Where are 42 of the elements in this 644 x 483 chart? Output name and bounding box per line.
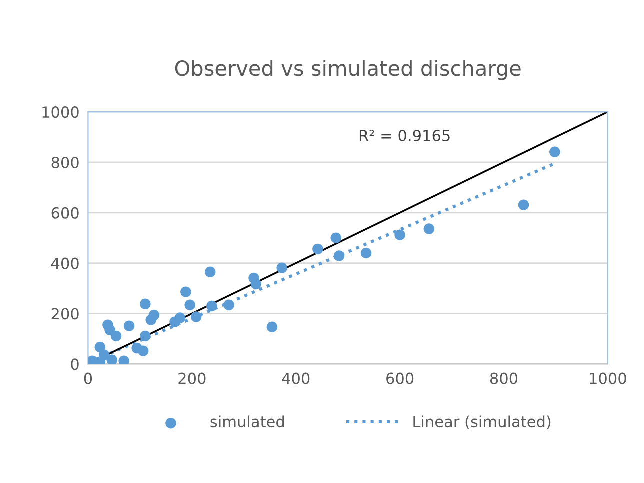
y-tick-label: 800 (52, 156, 79, 169)
y-tick-label: 1000 (42, 106, 79, 118)
point (140, 330, 151, 342)
x-tick-label: 0 (84, 372, 92, 384)
point (102, 320, 114, 330)
point (276, 262, 288, 274)
point (518, 200, 530, 210)
point (184, 300, 196, 311)
point (424, 224, 435, 234)
legend-label: Linear (simulated) (414, 416, 551, 430)
point (360, 248, 372, 259)
point (124, 320, 135, 332)
point (206, 300, 218, 312)
point (248, 272, 260, 284)
point (146, 314, 156, 326)
point (334, 250, 345, 262)
point (140, 298, 151, 310)
y-tick-label: 200 (52, 308, 79, 320)
x-tick-label: 400 (282, 372, 310, 384)
point (266, 322, 278, 332)
y-tick-label: 0 (71, 358, 79, 370)
point (190, 312, 202, 322)
point (394, 230, 406, 240)
y-tick-label: 400 (51, 258, 79, 270)
y-tick-label: 600 (52, 207, 79, 219)
annotation: R² = 0.9165 (360, 130, 450, 142)
point (180, 286, 192, 298)
point (204, 266, 216, 278)
point (550, 146, 560, 158)
point (330, 232, 342, 244)
point (224, 300, 234, 311)
point (132, 342, 142, 354)
point (312, 244, 324, 255)
chart-title: Observed vs simulated discharge (175, 60, 521, 80)
x-tick-label: 1000 (590, 372, 626, 384)
point (170, 316, 180, 328)
x-tick-label: 200 (178, 372, 206, 384)
legend-label: simulated (210, 416, 284, 428)
point (94, 342, 106, 353)
x-tick-label: 600 (386, 372, 414, 384)
x-tick-label: 800 (490, 372, 518, 384)
point (106, 354, 118, 364)
